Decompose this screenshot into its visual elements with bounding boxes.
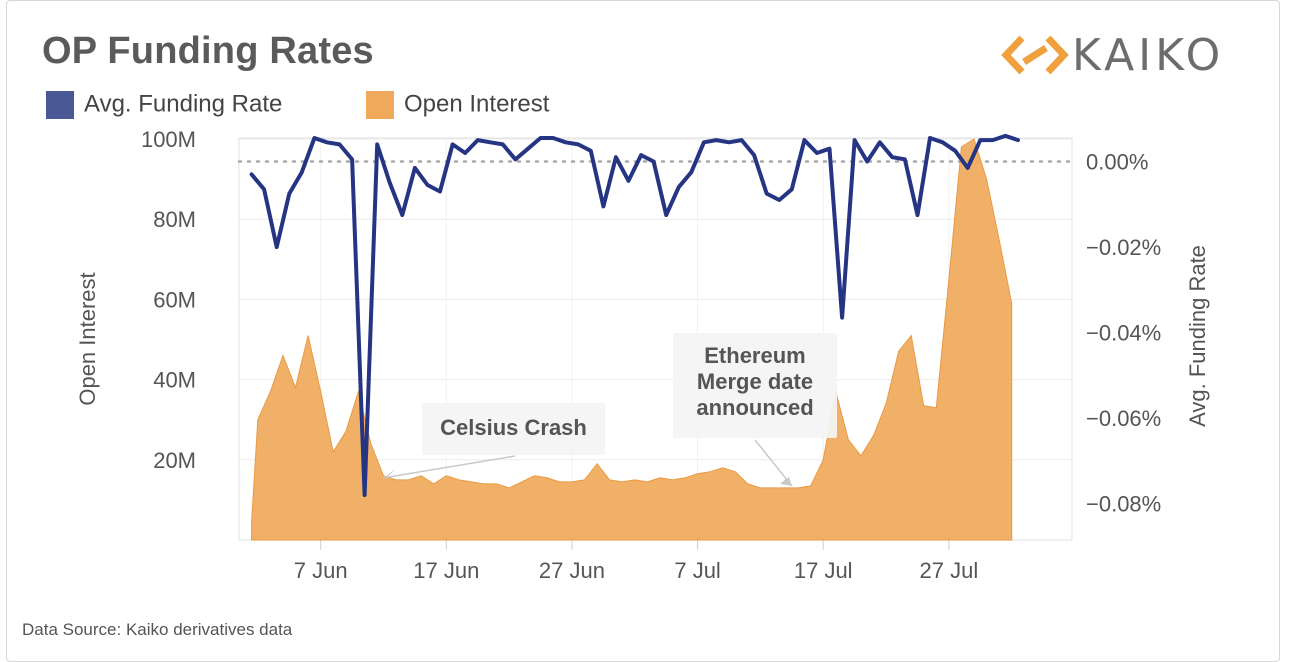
legend-label-open-interest: Open Interest [404, 90, 550, 118]
legend-label-funding-rate: Avg. Funding Rate [84, 90, 283, 118]
legend-item-open-interest[interactable]: Open Interest [366, 90, 549, 119]
legend-swatch-open-interest [366, 90, 394, 119]
brand-name: KAIKO [1072, 30, 1225, 81]
chart-title: OP Funding Rates [42, 30, 374, 72]
data-source-note: Data Source: Kaiko derivatives data [22, 620, 293, 639]
legend-item-funding-rate[interactable]: Avg. Funding Rate [46, 90, 282, 119]
legend-swatch-funding-rate [46, 90, 74, 119]
kaiko-logo-icon [1001, 35, 1069, 75]
